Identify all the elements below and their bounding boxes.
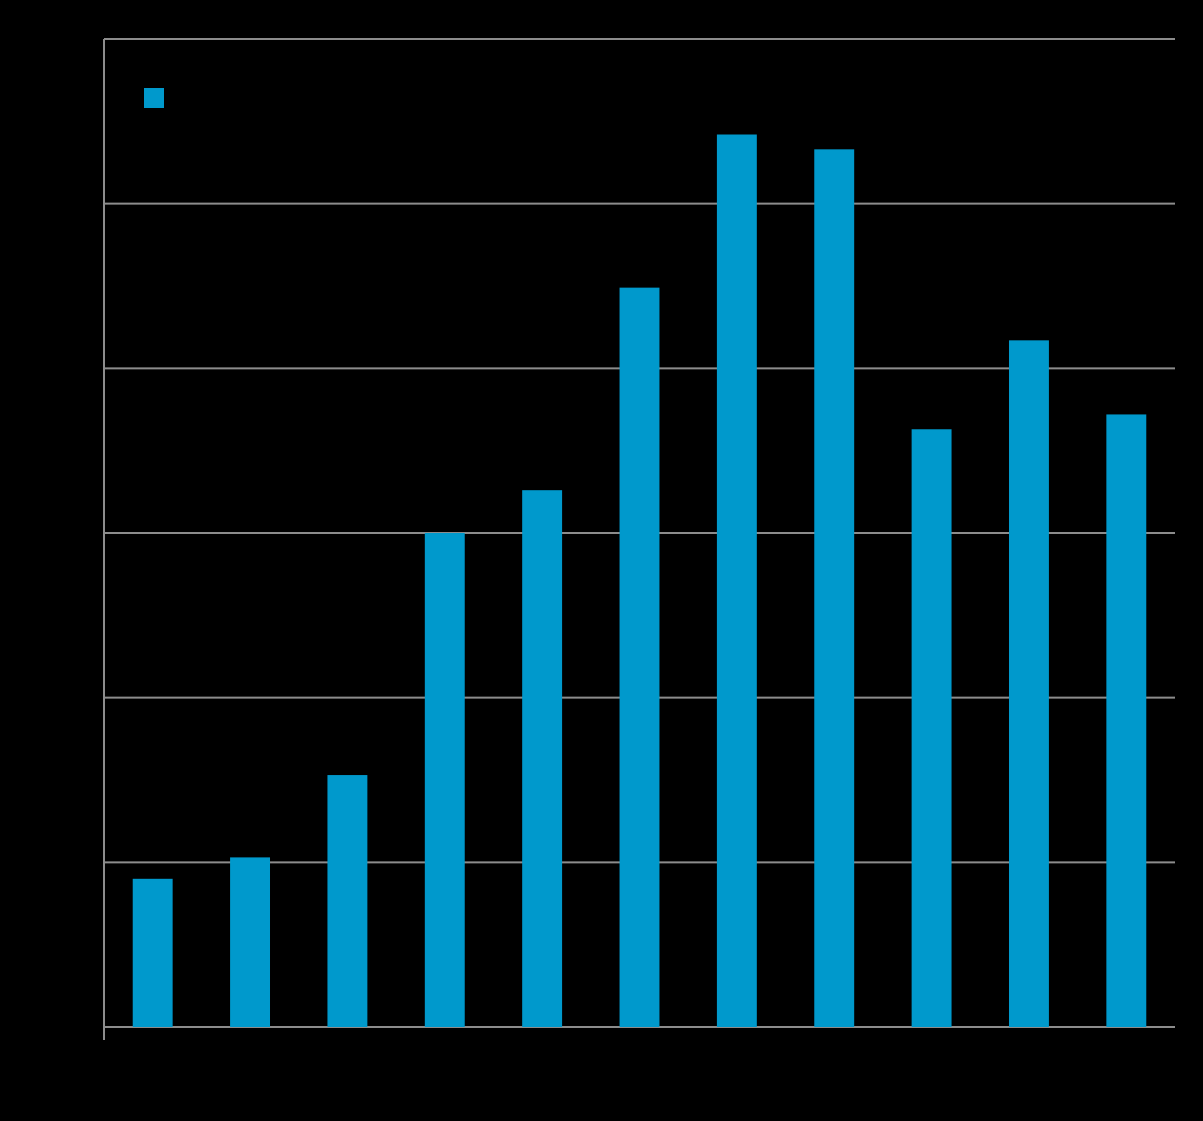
- bar: [911, 429, 952, 1027]
- bar: [230, 857, 271, 1027]
- bar: [132, 878, 173, 1027]
- y-tick-label: 0: [85, 1018, 94, 1035]
- bar: [814, 149, 855, 1027]
- legend-swatch: [144, 88, 164, 108]
- bar: [424, 533, 465, 1027]
- bar: [1008, 340, 1049, 1028]
- bar: [522, 490, 563, 1028]
- y-tick-label: 6: [85, 30, 94, 47]
- y-tick-label: 3: [85, 524, 94, 541]
- bar: [327, 775, 368, 1027]
- y-tick-label: 2: [85, 689, 94, 706]
- y-tick-label: 1: [85, 854, 94, 871]
- y-tick-label: 4: [85, 360, 94, 377]
- bar: [716, 134, 757, 1028]
- bar: [619, 287, 660, 1027]
- bar: [1106, 414, 1147, 1027]
- y-tick-label: 5: [85, 195, 94, 212]
